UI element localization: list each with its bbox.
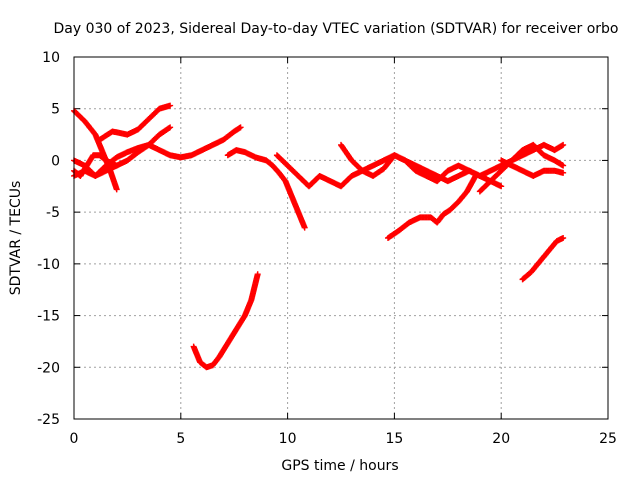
y-tick-label: -15 [37, 309, 60, 325]
data-point [167, 124, 174, 131]
y-tick-label: -25 [37, 412, 60, 428]
x-tick-label: 0 [70, 431, 79, 447]
y-tick-label: -20 [37, 360, 60, 376]
series-track-9 [384, 172, 479, 241]
data-point [113, 186, 120, 193]
series-track-5 [71, 124, 244, 179]
y-tick-label: 10 [42, 50, 60, 66]
y-tick-label: -5 [46, 205, 60, 221]
x-tick-label: 10 [279, 431, 297, 447]
series-track-12 [498, 157, 567, 179]
series-track-10 [338, 141, 567, 185]
series-track-6 [190, 271, 261, 371]
plot-frame [73, 56, 609, 420]
series-track-13 [519, 235, 567, 283]
y-tick-label: 0 [51, 153, 60, 169]
data-point [301, 224, 308, 231]
data-point [237, 124, 244, 131]
y-axis-label: SDTVAR / TECUs [8, 181, 24, 296]
x-tick-label: 15 [385, 431, 403, 447]
data-point [560, 169, 567, 176]
data-point [254, 271, 261, 278]
x-tick-label: 25 [599, 431, 617, 447]
data-point [167, 102, 174, 109]
data-point [560, 141, 567, 148]
grid-lines [74, 57, 608, 419]
x-tick-label: 5 [176, 431, 185, 447]
x-tick-label: 20 [492, 431, 510, 447]
data-point [113, 162, 120, 169]
series-track-8 [273, 152, 505, 190]
chart-title: Day 030 of 2023, Sidereal Day-to-day VTE… [54, 21, 619, 37]
data-point [498, 183, 505, 190]
series-track-2 [96, 102, 174, 143]
data-point [560, 162, 567, 169]
series-track-7 [224, 147, 308, 231]
x-axis-label: GPS time / hours [281, 458, 398, 474]
y-tick-label: 5 [51, 102, 60, 118]
data-point [560, 235, 567, 241]
axis-ticks: 0 5 10 15 20 25 -25 -20 -15 -10 -5 0 5 10 [37, 50, 617, 447]
y-tick-label: -10 [37, 257, 60, 273]
data-points [71, 102, 567, 371]
series-track-1 [71, 107, 120, 193]
